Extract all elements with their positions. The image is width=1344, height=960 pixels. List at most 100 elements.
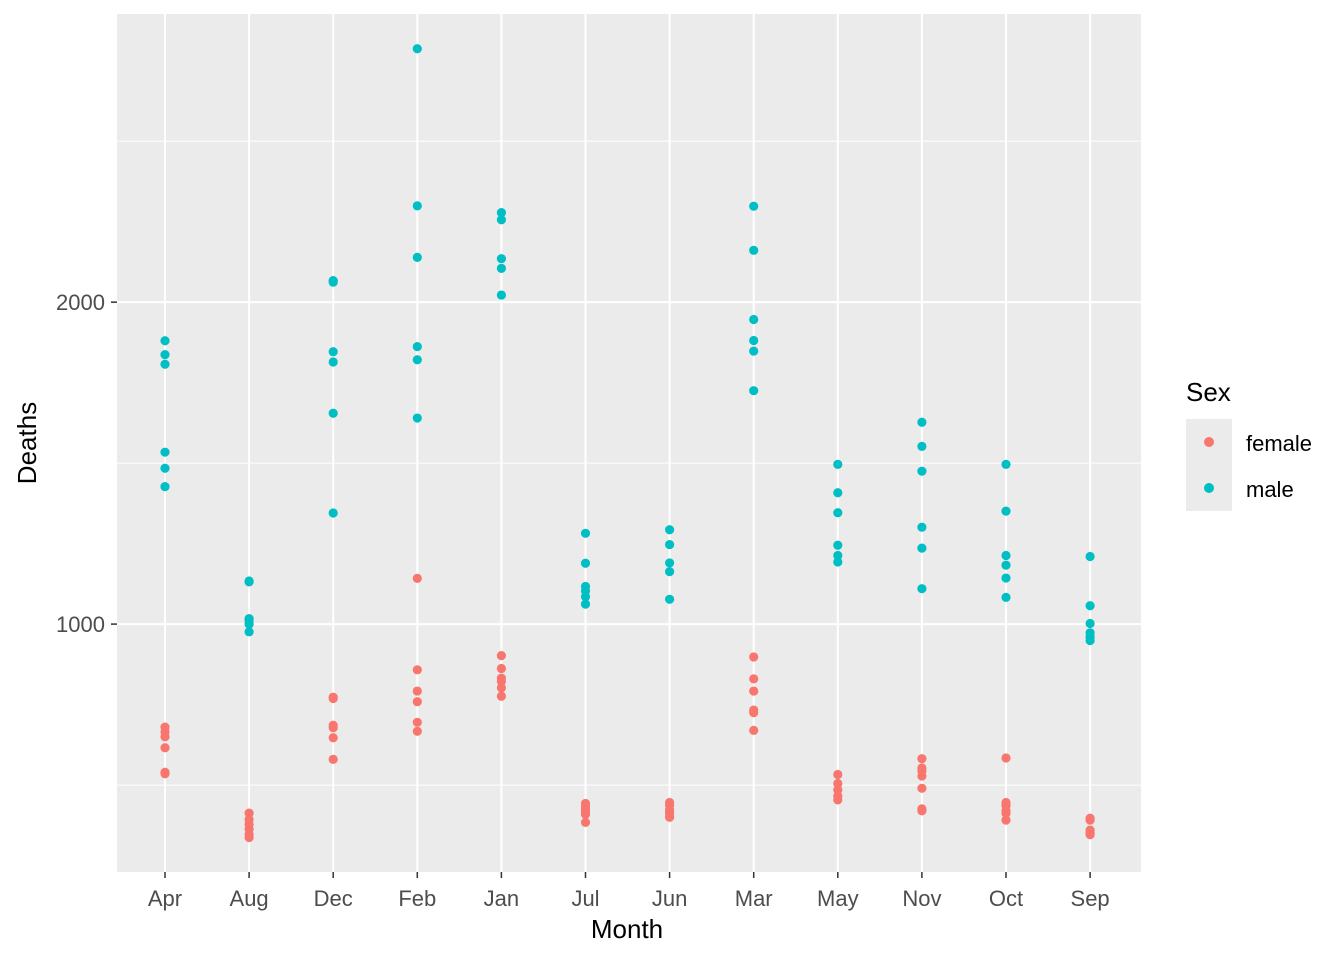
data-point-female (412, 697, 422, 707)
legend-label-female: female (1246, 431, 1312, 456)
legend-marker-male (1204, 483, 1214, 493)
x-tick-label: Aug (230, 886, 269, 911)
data-point-male (917, 466, 927, 476)
data-point-female (412, 717, 422, 727)
data-point-female (496, 663, 506, 674)
data-point-male (665, 594, 675, 604)
data-point-female (580, 817, 591, 828)
data-point-male (833, 550, 843, 561)
data-point-female (1001, 808, 1011, 819)
data-point-male (580, 528, 591, 538)
x-tick-label: Nov (902, 886, 941, 911)
data-point-female (833, 778, 843, 789)
data-point-female (412, 726, 422, 736)
data-point-female (1085, 830, 1095, 840)
x-tick-label: Mar (735, 886, 773, 911)
data-point-male (1001, 573, 1011, 583)
data-point-male (496, 254, 506, 264)
data-point-female (580, 809, 591, 819)
data-point-male (1001, 592, 1011, 602)
data-point-male (496, 208, 506, 218)
data-point-female (244, 808, 254, 818)
data-point-male (665, 525, 675, 535)
data-point-female (412, 665, 422, 675)
y-axis-title: Deaths (12, 402, 42, 484)
x-tick-label: Jan (484, 886, 519, 911)
data-point-male (665, 558, 675, 568)
data-point-female (412, 573, 422, 583)
data-point-female (496, 651, 506, 661)
legend: Sex female male (1186, 377, 1312, 511)
x-axis: Apr Aug Dec Feb Jan Jul Jun Mar May Nov Oct Sep (148, 872, 1110, 911)
data-point-male (917, 522, 927, 532)
data-point-male (160, 336, 170, 346)
data-point-female (496, 691, 506, 701)
data-point-female (244, 832, 254, 843)
data-point-male (244, 627, 254, 637)
data-point-male (1001, 506, 1011, 516)
data-point-female (749, 686, 759, 696)
x-axis-title: Month (591, 914, 663, 944)
x-tick-label: Oct (989, 886, 1023, 911)
data-point-male (833, 459, 843, 470)
data-point-male (580, 592, 591, 602)
data-point-female (833, 795, 843, 805)
data-point-female (496, 676, 506, 687)
data-point-male (412, 413, 422, 423)
data-point-male (244, 577, 254, 587)
data-point-male (665, 567, 675, 577)
data-point-female (496, 683, 506, 693)
data-point-male (160, 447, 170, 457)
data-point-male (160, 463, 170, 473)
x-tick-label: Sep (1071, 886, 1110, 911)
data-point-male (1001, 560, 1011, 570)
data-point-male (160, 359, 170, 369)
data-point-female (412, 686, 422, 696)
data-point-female (917, 771, 927, 781)
data-point-male (1001, 550, 1011, 561)
data-point-male (328, 347, 338, 357)
x-tick-label: Apr (148, 886, 182, 911)
data-point-female (749, 725, 759, 735)
data-point-male (1085, 618, 1095, 629)
data-point-female (160, 769, 170, 779)
data-point-male (749, 245, 759, 255)
data-point-female (917, 806, 927, 816)
data-point-male (412, 355, 422, 365)
data-point-male (917, 417, 927, 427)
x-tick-label: Jun (652, 886, 687, 911)
plot-panel (117, 14, 1141, 872)
y-axis: 1000 2000 (56, 290, 117, 637)
y-tick-label: 2000 (56, 290, 105, 315)
data-point-male (412, 201, 422, 211)
data-point-female (328, 693, 338, 704)
data-point-female (749, 708, 759, 718)
data-point-male (328, 277, 338, 287)
data-point-female (1001, 815, 1011, 825)
data-point-female (160, 743, 170, 753)
data-point-female (917, 783, 927, 793)
x-tick-label: Jul (571, 886, 599, 911)
data-point-male (1001, 459, 1011, 470)
data-point-male (1085, 635, 1095, 646)
legend-marker-female (1204, 437, 1214, 447)
data-point-male (160, 482, 170, 492)
data-point-male (833, 557, 843, 567)
data-point-male (580, 558, 591, 568)
minor-gridlines (117, 140, 1141, 786)
data-point-male (496, 290, 506, 300)
data-point-female (749, 674, 759, 684)
data-point-female (160, 732, 170, 742)
data-point-female (1001, 753, 1011, 763)
data-point-male (917, 543, 927, 553)
data-point-male (1085, 601, 1095, 611)
data-point-female (665, 812, 675, 822)
data-point-female (1085, 815, 1095, 825)
data-point-male (749, 386, 759, 396)
data-point-male (749, 201, 759, 211)
legend-label-male: male (1246, 477, 1294, 502)
data-point-male (580, 599, 591, 609)
data-point-male (917, 584, 927, 594)
data-point-male (833, 540, 843, 550)
x-tick-label: Dec (314, 886, 353, 911)
